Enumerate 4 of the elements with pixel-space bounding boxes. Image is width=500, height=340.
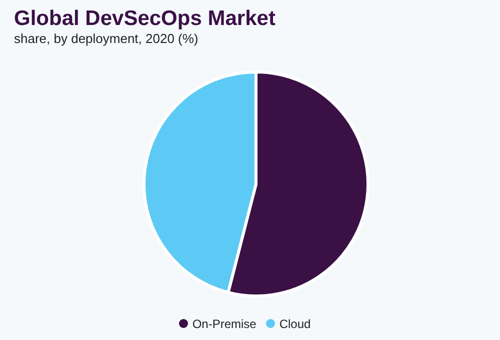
legend-label: On-Premise [192, 317, 256, 331]
chart-title: Global DevSecOps Market [14, 6, 276, 31]
legend-label: Cloud [279, 317, 311, 331]
chart-subtitle: share, by deployment, 2020 (%) [14, 31, 200, 47]
